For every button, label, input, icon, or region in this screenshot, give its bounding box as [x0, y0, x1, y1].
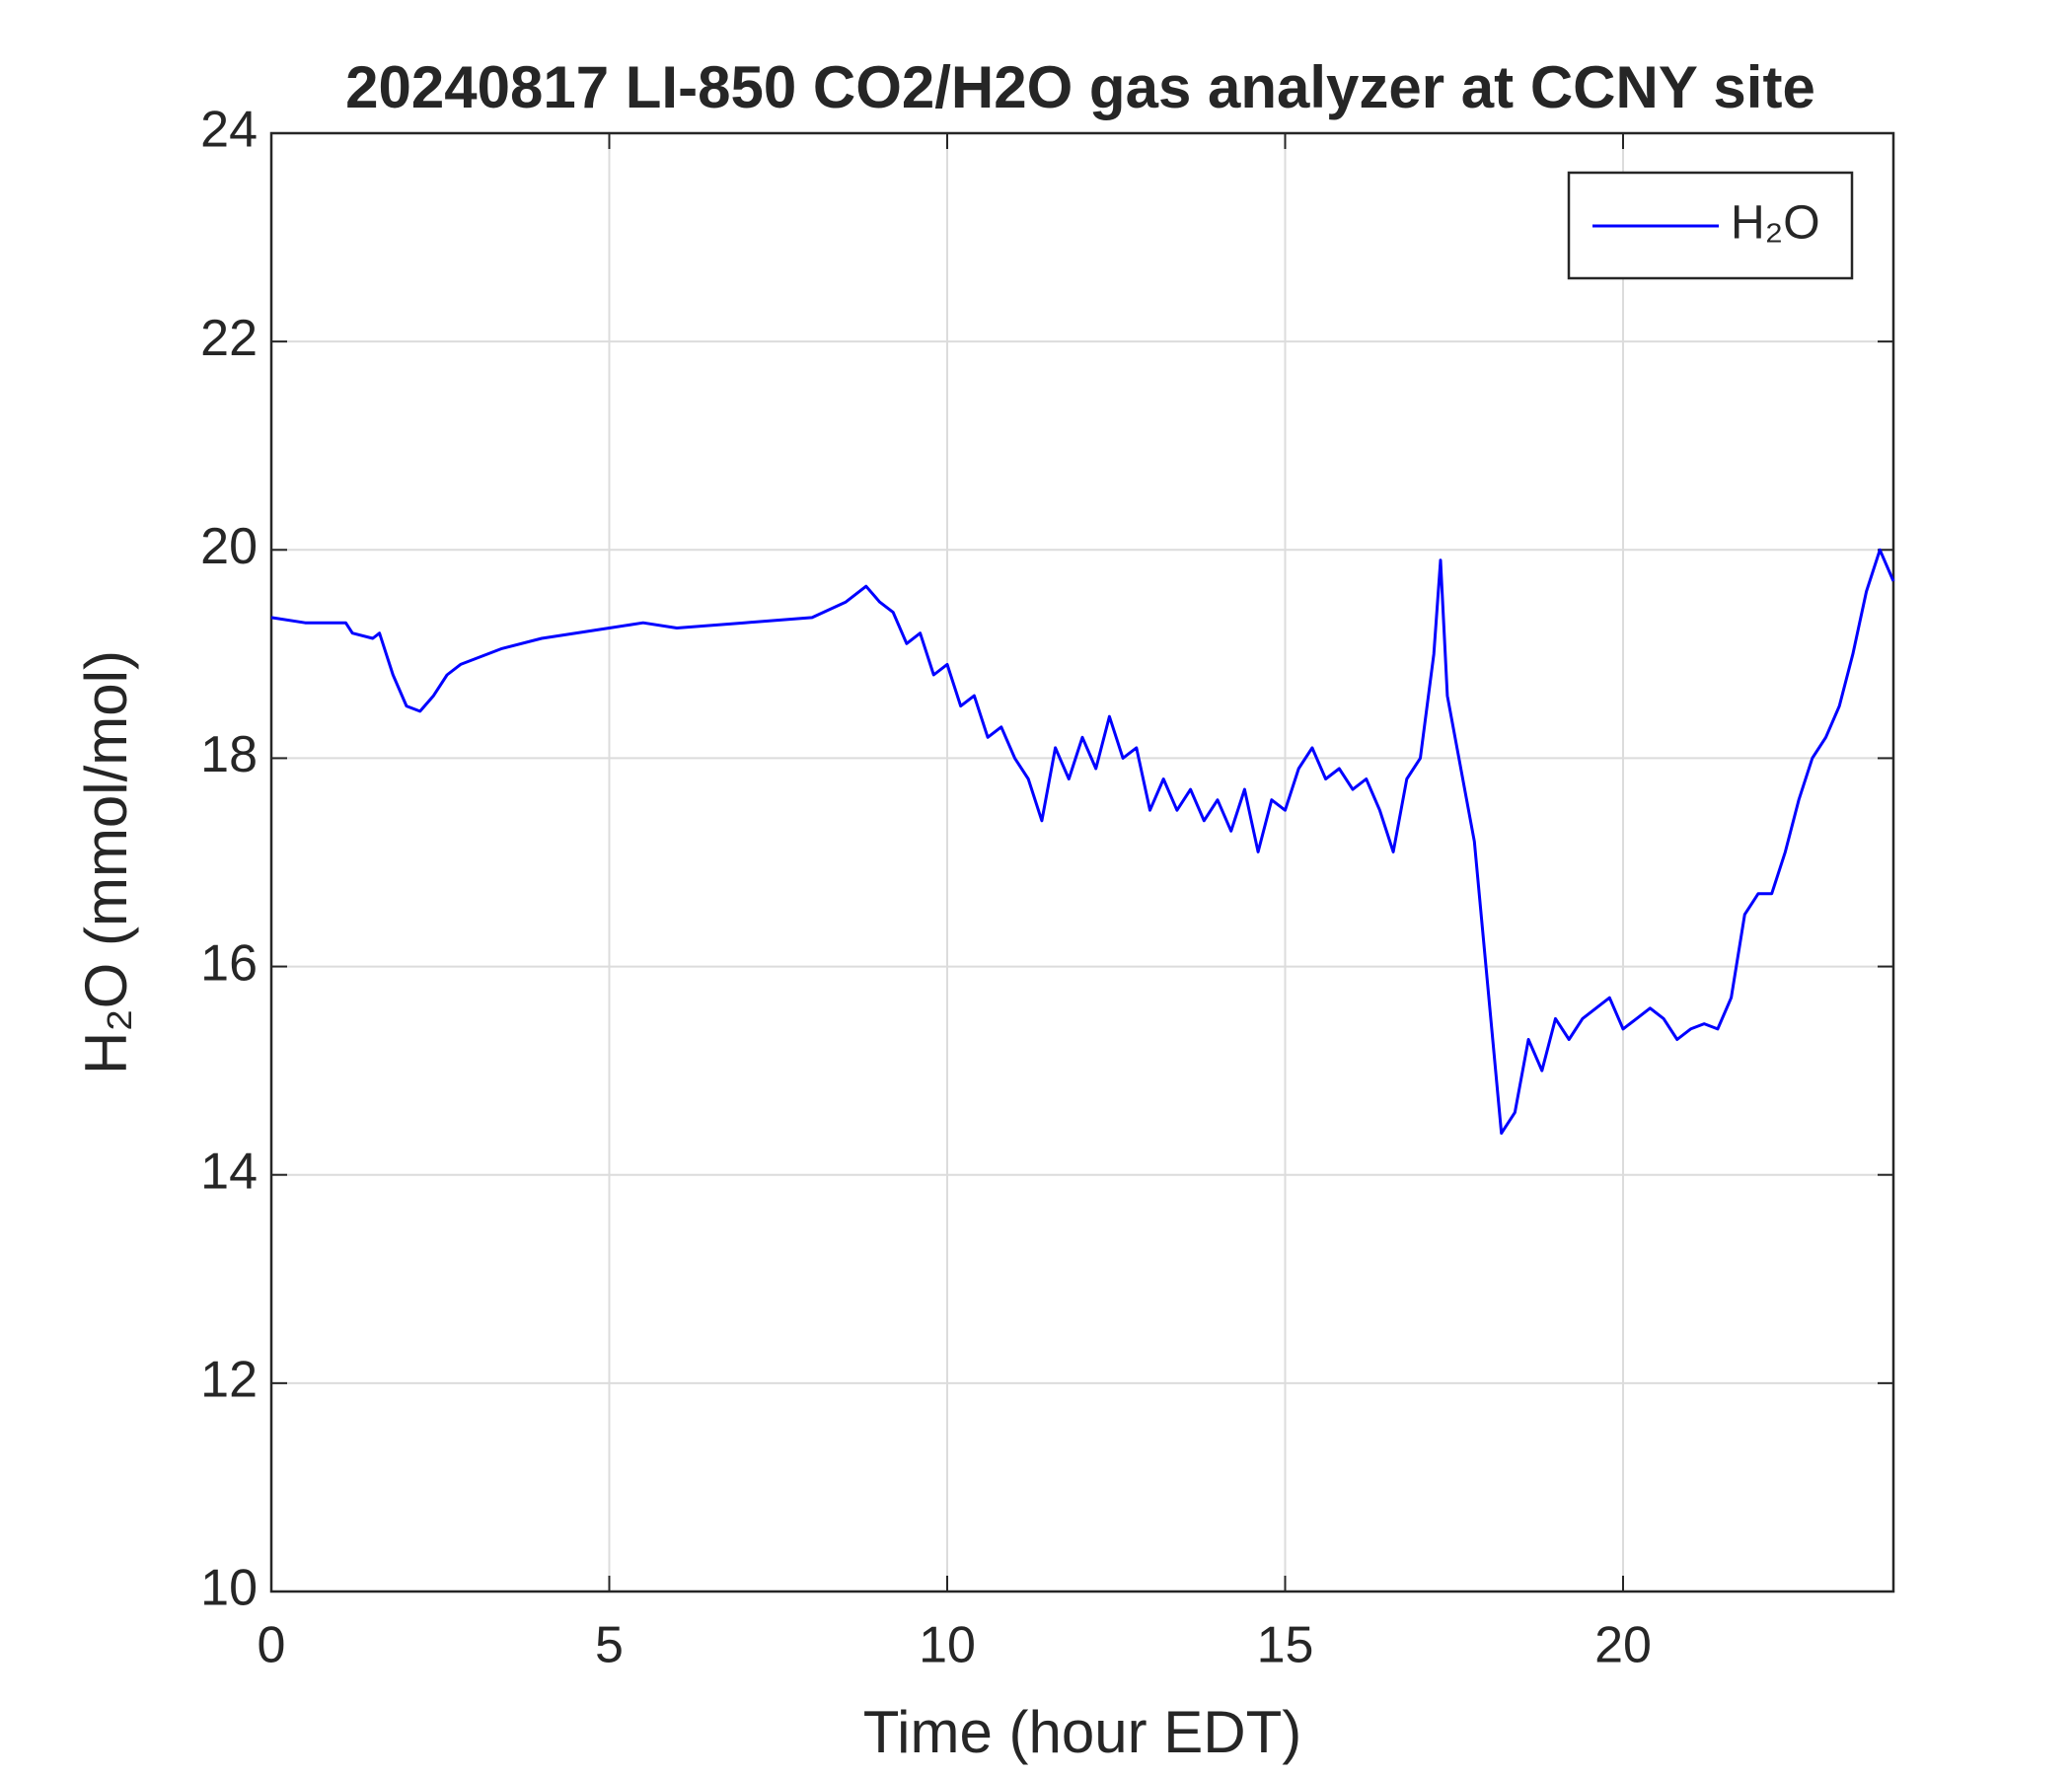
x-tick-label: 5: [595, 1617, 624, 1674]
x-tick-label: 10: [919, 1617, 976, 1674]
y-tick-label: 14: [200, 1143, 258, 1200]
chart-title: 20240817 LI-850 CO2/H2O gas analyzer at …: [345, 54, 1815, 120]
data-line: [270, 548, 1895, 1135]
y-tick-label: 22: [200, 310, 258, 367]
y-axis-label: H₂O (mmol/mol): [73, 650, 139, 1074]
legend-label: H₂O: [1731, 197, 1820, 250]
x-tick-label: 15: [1257, 1617, 1314, 1674]
x-tick-label: 0: [258, 1617, 286, 1674]
x-tick-label: 20: [1594, 1617, 1652, 1674]
y-tick-label: 18: [200, 726, 258, 783]
y-tick-label: 24: [200, 102, 258, 159]
plot-frame: [269, 131, 1895, 1593]
y-tick-label: 20: [200, 518, 258, 575]
y-tick-label: 16: [200, 934, 258, 992]
y-tick-label: 10: [200, 1560, 258, 1617]
y-tick-label: 12: [200, 1352, 258, 1409]
x-axis-label: Time (hour EDT): [863, 1699, 1302, 1765]
